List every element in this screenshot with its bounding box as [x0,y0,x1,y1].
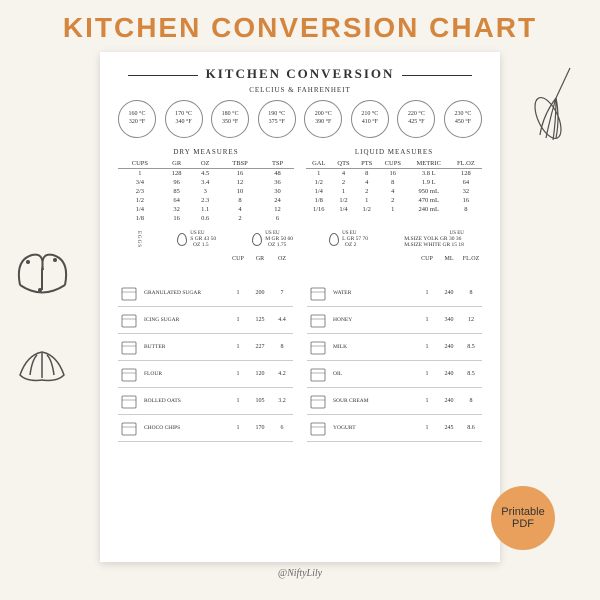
table-row: 1/22481.9 L64 [306,178,482,187]
egg-size: US EUS GR 43 50 OZ 1.5 [177,231,216,248]
dry-title: DRY MEASURES [118,148,294,156]
temp-circle: 210 °C410 °F [351,100,389,138]
pretzel-icon [10,240,75,305]
temp-circle: 160 °C320 °F [118,100,156,138]
attribution: @NiftyLily [0,568,600,579]
printable-pdf-badge: Printable PDF [491,486,555,550]
ingredient-icon [307,336,329,358]
ingredient-row: CHOCO CHIPS11706 [118,415,293,442]
liquid-measures: LIQUID MEASURES GALQTSPTSCUPSMETRICFL.OZ… [306,148,482,223]
ingredient-icon [118,336,140,358]
egg-size: US EUL GR 57 70 OZ 2 [329,231,368,248]
table-row: 3/4963.41236 [118,178,294,187]
ingredient-row: FLOUR11204.2 [118,361,293,388]
ingredient-row: WATER12408 [307,280,482,307]
table-row: 1/81/212470 mL16 [306,196,482,205]
ingredient-row: MILK12408.5 [307,334,482,361]
ing-header: CUPGROZ [118,254,293,280]
table-row: 1/4321.1412 [118,205,294,214]
ingredient-icon [307,417,329,439]
ingredients-section: CUPGROZGRANULATED SUGAR12007ICING SUGAR1… [118,254,482,442]
table-row: 1/2642.3824 [118,196,294,205]
table-row: 148163.8 L128 [306,169,482,179]
ingredient-row: YOGURT12458.6 [307,415,482,442]
whisk-icon [528,60,588,150]
ingredients-right: CUPMLFL.OZWATER12408HONEY134012MILK12408… [307,254,482,442]
temp-circle: 220 °C425 °F [397,100,435,138]
ingredient-icon [118,309,140,331]
temp-subtitle: CELCIUS & FAHRENHEIT [118,86,482,94]
ingredient-row: OIL12408.5 [307,361,482,388]
ingredient-row: ICING SUGAR11254.4 [118,307,293,334]
badge-line1: Printable [501,506,544,518]
ingredient-icon [118,417,140,439]
temp-circle: 190 °C375 °F [258,100,296,138]
egg-size: US EUM GR 50 60 OZ 1.75 [252,231,293,248]
table-row: 1/161/41/21240 mL8 [306,205,482,214]
badge-line2: PDF [512,518,534,530]
eggs-section: EGGS US EUS GR 43 50 OZ 1.5 US EUM GR 50 6… [118,231,482,248]
temp-circle: 170 °C340 °F [165,100,203,138]
ingredient-icon [118,282,140,304]
ingredient-row: SOUR CREAM12408 [307,388,482,415]
page-header: KITCHEN CONVERSION CHART [0,0,600,52]
conversion-chart-page: KITCHEN CONVERSION CELCIUS & FAHRENHEIT … [100,52,500,562]
chart-title: KITCHEN CONVERSION [118,66,482,82]
table-row: 1/8160.626 [118,214,294,223]
ingredient-row: HONEY134012 [307,307,482,334]
measures-section: DRY MEASURES CUPSGROZTBSPTSP11284.516483… [118,148,482,223]
liquid-table: GALQTSPTSCUPSMETRICFL.OZ148163.8 L1281/2… [306,159,482,214]
ingredient-icon [307,363,329,385]
dry-table: CUPSGROZTBSPTSP11284.516483/4963.412362/… [118,159,294,223]
ingredient-row: BUTTER12278 [118,334,293,361]
ingredient-icon [307,309,329,331]
eggs-label: EGGS [136,231,141,248]
temp-circle: 230 °C450 °F [444,100,482,138]
egg-parts: US EUM.SIZE YOLK GR 30 36M.SIZE WHITE GR… [404,231,464,248]
temp-circle: 180 °C350 °F [211,100,249,138]
temperature-row: 160 °C320 °F170 °C340 °F180 °C350 °F190 … [118,100,482,138]
table-row: 1/4124950 mL32 [306,187,482,196]
ingredient-icon [307,390,329,412]
liquid-title: LIQUID MEASURES [306,148,482,156]
croissant-icon [12,340,72,390]
ingredient-icon [118,363,140,385]
ingredient-icon [118,390,140,412]
ing-header: CUPMLFL.OZ [307,254,482,280]
ingredient-icon [307,282,329,304]
dry-measures: DRY MEASURES CUPSGROZTBSPTSP11284.516483… [118,148,294,223]
ingredients-left: CUPGROZGRANULATED SUGAR12007ICING SUGAR1… [118,254,293,442]
table-row: 11284.51648 [118,169,294,179]
table-row: 2/38531030 [118,187,294,196]
ingredient-row: GRANULATED SUGAR12007 [118,280,293,307]
ingredient-row: ROLLED OATS11053.2 [118,388,293,415]
temp-circle: 200 °C390 °F [304,100,342,138]
